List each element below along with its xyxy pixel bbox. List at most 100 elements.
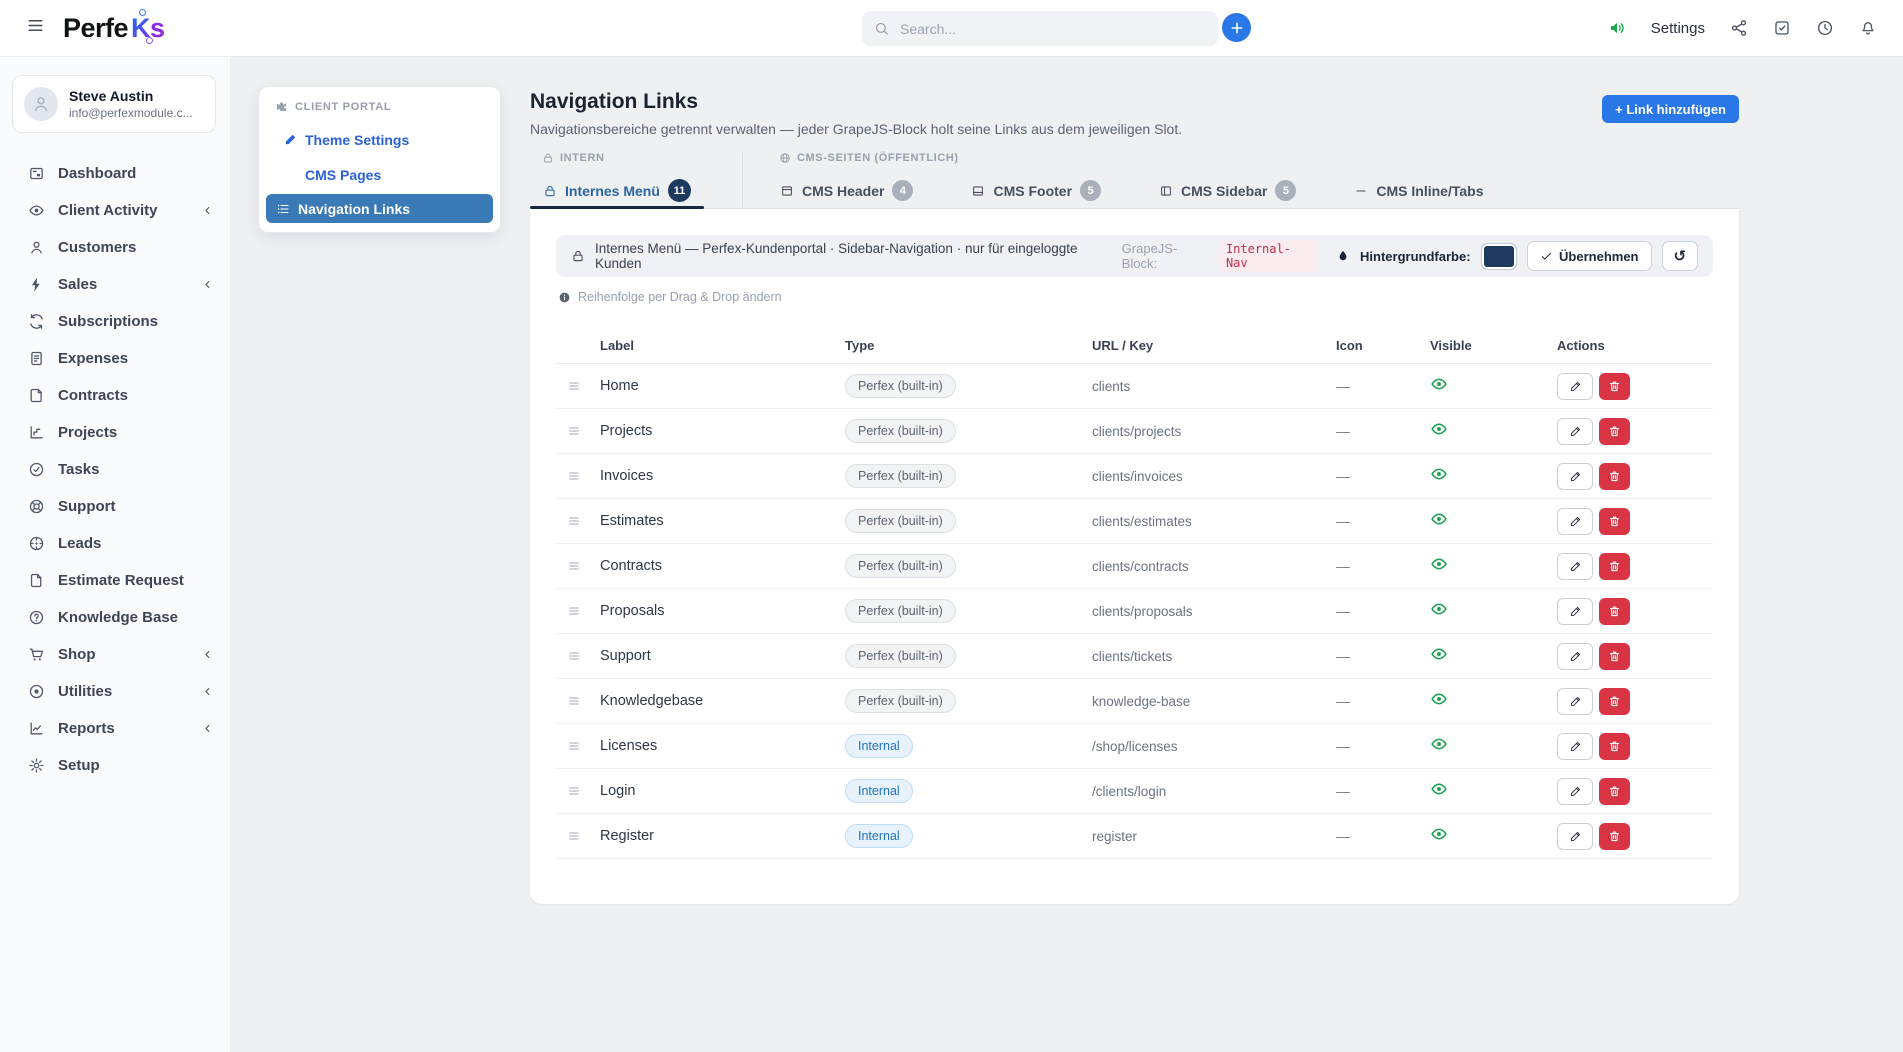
drag-handle-icon[interactable] [556,423,600,439]
sidebar-item-reports[interactable]: Reports [0,710,230,747]
edit-button[interactable] [1557,552,1593,580]
drag-handle-icon[interactable] [556,693,600,709]
edit-button[interactable] [1557,822,1593,850]
drag-handle-icon[interactable] [556,468,600,484]
visible-eye-icon[interactable] [1430,420,1448,438]
links-panel: Internes Menü — Perfex-Kundenportal · Si… [530,209,1739,904]
file-icon [28,572,45,589]
tab-cms-header[interactable]: CMS Header 4 [767,173,926,208]
table-header-row: Label Type URL / Key Icon Visible Actions [556,328,1713,364]
sidebar-item-projects[interactable]: Projects [0,414,230,451]
sidebar-item-utilities[interactable]: Utilities [0,673,230,710]
delete-button[interactable] [1599,822,1630,850]
edit-button[interactable] [1557,642,1593,670]
delete-button[interactable] [1599,732,1630,760]
delete-button[interactable] [1599,597,1630,625]
edit-button[interactable] [1557,507,1593,535]
drag-handle-icon[interactable] [556,603,600,619]
search-input[interactable] [898,19,1206,38]
person-icon [28,239,45,256]
sidebar-item-contracts[interactable]: Contracts [0,377,230,414]
sidebar-item-customers[interactable]: Customers [0,229,230,266]
tab-group-intern: INTERN Internes Menü 11 [530,152,742,209]
sidebar-item-subscriptions[interactable]: Subscriptions [0,303,230,340]
trash-icon [1608,605,1621,618]
delete-button[interactable] [1599,507,1630,535]
edit-button[interactable] [1557,777,1593,805]
visible-eye-icon[interactable] [1430,780,1448,798]
drag-handle-icon[interactable] [556,558,600,574]
type-badge: Perfex (built-in) [845,599,956,623]
visible-eye-icon[interactable] [1430,555,1448,573]
tab-internes-menü[interactable]: Internes Menü 11 [530,173,704,209]
pencil-icon [1569,515,1582,528]
sidebar-item-expenses[interactable]: Expenses [0,340,230,377]
drag-handle-icon[interactable] [556,513,600,529]
drag-handle-icon[interactable] [556,378,600,394]
icon-placeholder: — [1336,513,1350,529]
delete-button[interactable] [1599,372,1630,400]
edit-button[interactable] [1557,372,1593,400]
type-badge: Perfex (built-in) [845,464,956,488]
drag-handle-icon[interactable] [556,828,600,844]
todo-checkbox-icon[interactable] [1773,19,1791,37]
drag-handle-icon[interactable] [556,648,600,664]
visible-eye-icon[interactable] [1430,690,1448,708]
tab-label: CMS Header [802,182,885,199]
menu-toggle-button[interactable] [20,10,51,47]
sidebar-item-tasks[interactable]: Tasks [0,451,230,488]
user-card[interactable]: Steve Austin info@perfexmodule.c... [12,75,216,133]
notifications-bell-icon[interactable] [1859,19,1877,37]
sidebar-item-knowledge-base[interactable]: Knowledge Base [0,599,230,636]
edit-button[interactable] [1557,417,1593,445]
volume-icon[interactable] [1608,19,1626,37]
sidebar-item-support[interactable]: Support [0,488,230,525]
clock-icon[interactable] [1816,19,1834,37]
tab-cms-sidebar[interactable]: CMS Sidebar 5 [1146,173,1309,208]
portal-item-theme-settings[interactable]: Theme Settings [259,122,500,157]
visible-eye-icon[interactable] [1430,510,1448,528]
edit-button[interactable] [1557,732,1593,760]
bg-color-swatch[interactable] [1480,242,1518,270]
reset-color-button[interactable]: ↺ [1661,241,1698,271]
edit-button[interactable] [1557,462,1593,490]
column-header-icon: Icon [1336,338,1363,353]
tab-cms-footer[interactable]: CMS Footer 5 [958,173,1114,208]
sidebar-item-shop[interactable]: Shop [0,636,230,673]
share-icon[interactable] [1730,19,1748,37]
apply-color-button[interactable]: Übernehmen [1527,241,1652,271]
sidebar-item-dashboard[interactable]: Dashboard [0,155,230,192]
visible-eye-icon[interactable] [1430,735,1448,753]
portal-item-cms-pages[interactable]: CMS Pages [259,157,500,192]
delete-button[interactable] [1599,687,1630,715]
pencil-icon [1569,695,1582,708]
quick-add-button[interactable] [1222,13,1251,42]
visible-eye-icon[interactable] [1430,825,1448,843]
lock-icon [543,184,557,198]
sidebar-item-setup[interactable]: Setup [0,747,230,784]
visible-eye-icon[interactable] [1430,465,1448,483]
edit-button[interactable] [1557,597,1593,625]
delete-button[interactable] [1599,777,1630,805]
client-portal-title: CLIENT PORTAL [295,100,392,113]
sidebar-item-estimate-request[interactable]: Estimate Request [0,562,230,599]
add-link-button[interactable]: + Link hinzufügen [1602,95,1739,123]
sidebar-item-client-activity[interactable]: Client Activity [0,192,230,229]
tab-cms-inline-tabs[interactable]: CMS Inline/Tabs [1341,173,1496,208]
drag-handle-icon[interactable] [556,738,600,754]
sidebar-item-leads[interactable]: Leads [0,525,230,562]
delete-button[interactable] [1599,462,1630,490]
settings-link[interactable]: Settings [1650,19,1705,37]
sidebar-item-sales[interactable]: Sales [0,266,230,303]
delete-button[interactable] [1599,552,1630,580]
visible-eye-icon[interactable] [1430,600,1448,618]
edit-button[interactable] [1557,687,1593,715]
tab-group-label: CMS-SEITEN (ÖFFENTLICH) [767,152,1496,164]
visible-eye-icon[interactable] [1430,645,1448,663]
delete-button[interactable] [1599,642,1630,670]
delete-button[interactable] [1599,417,1630,445]
drag-handle-icon[interactable] [556,783,600,799]
visible-eye-icon[interactable] [1430,375,1448,393]
portal-item-navigation-links[interactable]: Navigation Links [266,194,493,223]
